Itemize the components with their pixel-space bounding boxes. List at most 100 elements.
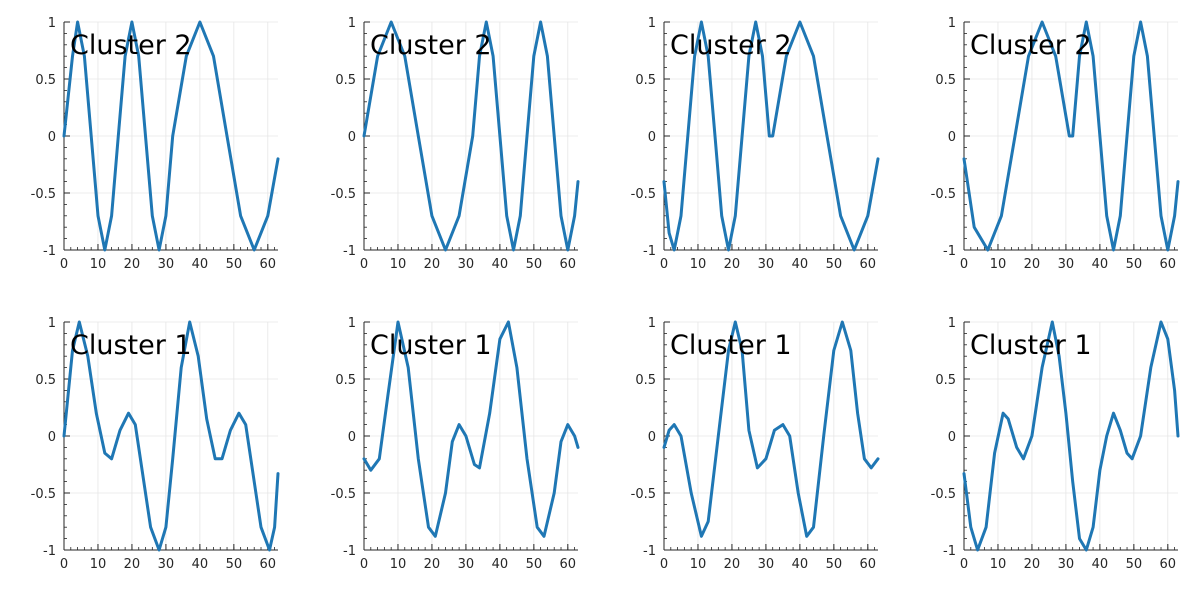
- y-tick-label: 0: [48, 130, 56, 145]
- x-tick-label: 0: [360, 257, 368, 272]
- x-tick-label: 20: [724, 557, 741, 572]
- panel-title: Cluster 1: [970, 330, 1092, 361]
- x-tick-label: 20: [724, 257, 741, 272]
- y-tick-label: -0.5: [931, 487, 956, 502]
- x-tick-label: 10: [690, 557, 707, 572]
- y-tick-label: 0: [648, 130, 656, 145]
- x-tick-label: 50: [526, 257, 543, 272]
- x-tick-label: 0: [960, 557, 968, 572]
- x-tick-label: 20: [124, 557, 141, 572]
- y-tick-label: 0.5: [35, 73, 56, 88]
- x-tick-label: 60: [560, 257, 577, 272]
- x-tick-label: 20: [1024, 257, 1041, 272]
- y-tick-label: 0.5: [35, 373, 56, 388]
- x-tick-label: 50: [226, 557, 243, 572]
- series-line: [962, 320, 1180, 552]
- x-tick-label: 30: [1058, 257, 1075, 272]
- x-tick-label: 10: [90, 257, 107, 272]
- y-tick-label: 1: [48, 316, 56, 331]
- chart-panel-2: 0 10 20 30 40 50 60 -1 -0.5 0 0.5 1 Cluster 2: [331, 16, 580, 272]
- series-line: [662, 20, 880, 252]
- x-tick-label: 0: [60, 257, 68, 272]
- y-tick-label: 0: [348, 130, 356, 145]
- x-tick-label: 0: [60, 557, 68, 572]
- x-tick-label: 30: [158, 257, 175, 272]
- x-tick-label: 60: [1160, 257, 1177, 272]
- x-tick-label: 60: [560, 557, 577, 572]
- series-line: [362, 20, 580, 252]
- y-tick-label: -1: [343, 244, 356, 259]
- x-tick-label: 40: [192, 557, 209, 572]
- chart-panel-7: 0 10 20 30 40 50 60 -1 -0.5 0 0.5 1 Cluster 1: [631, 316, 880, 572]
- series-line: [62, 20, 280, 252]
- y-tick-label: -0.5: [31, 187, 56, 202]
- x-tick-label: 10: [990, 257, 1007, 272]
- x-tick-label: 0: [360, 557, 368, 572]
- x-tick-label: 40: [192, 257, 209, 272]
- y-tick-label: 0: [48, 430, 56, 445]
- x-tick-label: 40: [492, 257, 509, 272]
- y-tick-label: -1: [943, 544, 956, 559]
- x-tick-label: 30: [758, 257, 775, 272]
- x-tick-label: 40: [492, 557, 509, 572]
- y-tick-label: -0.5: [631, 187, 656, 202]
- y-tick-label: 0: [348, 430, 356, 445]
- x-tick-label: 60: [260, 557, 277, 572]
- panel-title: Cluster 2: [970, 30, 1092, 61]
- x-tick-label: 20: [1024, 557, 1041, 572]
- x-tick-label: 20: [424, 557, 441, 572]
- panel-title: Cluster 1: [70, 330, 192, 361]
- chart-panel-1: 0 10 20 30 40 50 60 -1 -0.5 0 0.5 1 Cluster 2: [31, 16, 280, 272]
- y-tick-label: 0: [648, 430, 656, 445]
- x-tick-label: 10: [690, 257, 707, 272]
- y-tick-label: 0.5: [335, 73, 356, 88]
- y-tick-label: 0.5: [635, 373, 656, 388]
- y-tick-label: -1: [343, 544, 356, 559]
- x-tick-label: 10: [990, 557, 1007, 572]
- panel-title: Cluster 1: [370, 330, 492, 361]
- y-tick-label: 0: [948, 430, 956, 445]
- x-tick-label: 50: [1126, 257, 1143, 272]
- y-tick-label: -1: [643, 244, 656, 259]
- x-tick-label: 30: [458, 257, 475, 272]
- x-tick-label: 50: [226, 257, 243, 272]
- y-tick-label: 0.5: [935, 73, 956, 88]
- y-tick-label: -1: [43, 544, 56, 559]
- panel-title: Cluster 2: [370, 30, 492, 61]
- x-tick-label: 0: [960, 257, 968, 272]
- x-tick-label: 60: [1160, 557, 1177, 572]
- chart-panel-5: 0 10 20 30 40 50 60 -1 -0.5 0 0.5 1 Cluster 1: [31, 316, 280, 572]
- series-line: [962, 20, 1180, 252]
- y-tick-label: 1: [348, 16, 356, 31]
- y-tick-label: 1: [948, 16, 956, 31]
- x-tick-label: 50: [826, 557, 843, 572]
- x-tick-label: 20: [424, 257, 441, 272]
- y-tick-label: 1: [348, 316, 356, 331]
- x-tick-label: 30: [458, 557, 475, 572]
- y-tick-label: 1: [648, 316, 656, 331]
- x-tick-label: 20: [124, 257, 141, 272]
- series-line: [62, 320, 280, 552]
- y-tick-label: -0.5: [931, 187, 956, 202]
- x-tick-label: 30: [1058, 557, 1075, 572]
- x-tick-label: 50: [526, 557, 543, 572]
- x-tick-label: 40: [1092, 557, 1109, 572]
- y-tick-label: -0.5: [331, 187, 356, 202]
- y-tick-label: 1: [948, 316, 956, 331]
- x-tick-label: 10: [390, 557, 407, 572]
- panel-title: Cluster 2: [70, 30, 192, 61]
- y-tick-label: -0.5: [631, 487, 656, 502]
- x-tick-label: 50: [826, 257, 843, 272]
- y-tick-label: 1: [48, 16, 56, 31]
- x-tick-label: 50: [1126, 557, 1143, 572]
- y-tick-label: 0.5: [635, 73, 656, 88]
- chart-panel-8: 0 10 20 30 40 50 60 -1 -0.5 0 0.5 1 Cluster 1: [931, 316, 1180, 572]
- x-tick-label: 30: [758, 557, 775, 572]
- x-tick-label: 0: [660, 257, 668, 272]
- x-tick-label: 10: [390, 257, 407, 272]
- chart-panel-6: 0 10 20 30 40 50 60 -1 -0.5 0 0.5 1 Cluster 1: [331, 316, 580, 572]
- y-tick-label: -0.5: [31, 487, 56, 502]
- y-tick-label: -1: [943, 244, 956, 259]
- series-line: [362, 320, 580, 538]
